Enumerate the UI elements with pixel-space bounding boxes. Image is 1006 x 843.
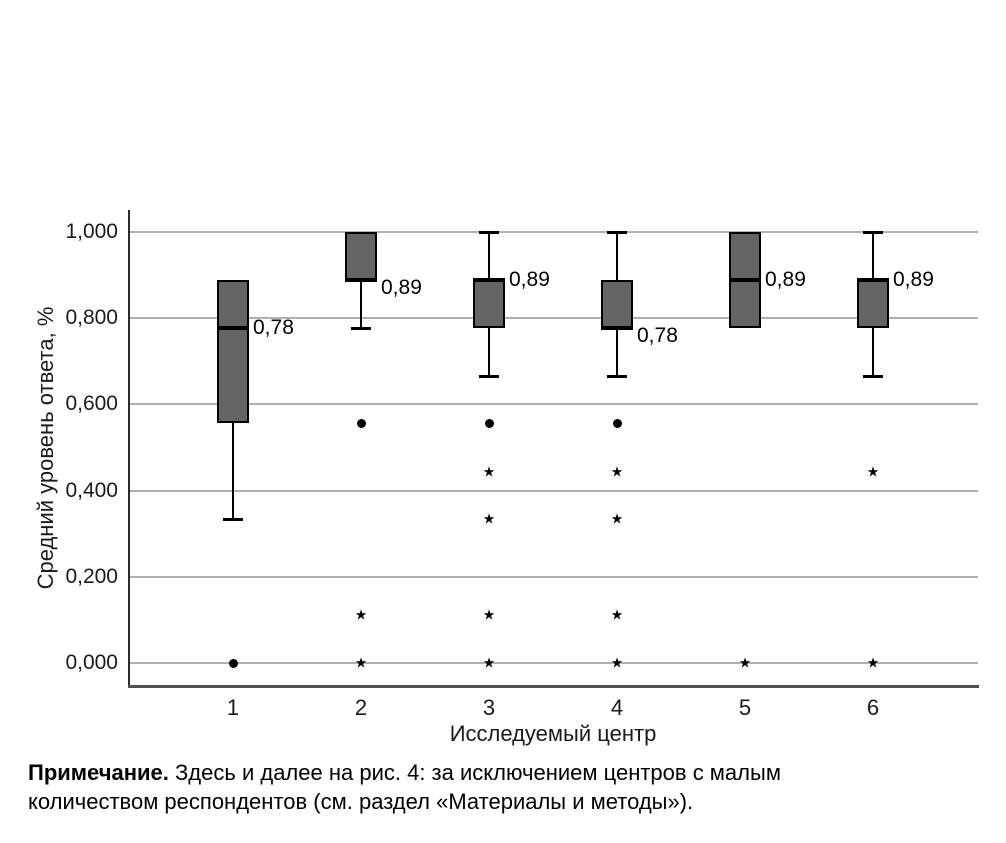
iqr-box: [345, 232, 377, 280]
y-axis-title: Средний уровень ответа, %: [33, 306, 58, 590]
gridline-0,600: [130, 403, 978, 406]
outlier-dot: [228, 658, 238, 668]
y-tick-label: 0,000: [65, 651, 118, 674]
x-tick-label-4: 4: [610, 695, 624, 720]
lower-whisker: [232, 423, 234, 520]
median-line: [601, 325, 633, 330]
median-value-label: 0,89: [381, 275, 422, 299]
x-axis-line: [128, 685, 979, 688]
lower-whisker-cap: [351, 326, 371, 330]
figure-note: Примечание. Здесь и далее на рис. 4: за …: [28, 758, 888, 816]
gridline-0,400: [130, 489, 978, 492]
median-value-label: 0,89: [893, 267, 934, 291]
outlier-star-icon: ★: [866, 654, 880, 671]
outlier-dot: [612, 418, 622, 428]
median-line: [217, 325, 249, 330]
y-tick-label: 0,200: [65, 564, 118, 588]
y-tick-label: 0,800: [65, 306, 118, 330]
lower-whisker-cap: [607, 374, 627, 378]
upper-whisker-cap: [479, 231, 499, 234]
iqr-box: [217, 279, 249, 424]
outlier-star-icon: ★: [610, 511, 624, 528]
note-line1: Здесь и далее на рис. 4: за исключением …: [168, 760, 781, 785]
upper-whisker: [488, 232, 490, 280]
outlier-star-icon: ★: [354, 654, 368, 671]
lower-whisker-cap: [863, 374, 883, 378]
median-line: [473, 277, 505, 282]
y-tick-label: 0,400: [65, 478, 118, 502]
note-label: Примечание.: [28, 760, 169, 785]
gridline-0,200: [130, 575, 978, 578]
lower-whisker: [616, 327, 618, 376]
x-tick-label-5: 5: [738, 695, 752, 720]
lower-whisker-cap: [223, 518, 243, 522]
upper-whisker: [616, 232, 618, 280]
median-line: [857, 277, 889, 282]
x-tick-label-1: 1: [226, 695, 240, 720]
upper-whisker-cap: [607, 231, 627, 234]
x-tick-label-2: 2: [354, 695, 368, 720]
iqr-box: [601, 279, 633, 328]
gridline-0,000: [130, 662, 978, 664]
gridline-1,000: [130, 231, 978, 233]
outlier-star-icon: ★: [610, 463, 624, 480]
iqr-box: [857, 279, 889, 328]
outlier-dot: [484, 418, 494, 428]
y-tick-label: 1,000: [65, 220, 118, 243]
outlier-star-icon: ★: [354, 606, 368, 623]
outlier-star-icon: ★: [482, 511, 496, 528]
lower-whisker: [360, 279, 362, 328]
outlier-star-icon: ★: [610, 654, 624, 671]
median-value-label: 0,89: [765, 267, 806, 291]
x-axis-title: Исследуемый центр: [449, 721, 657, 746]
outlier-star-icon: ★: [482, 463, 496, 480]
lower-whisker: [872, 327, 874, 376]
lower-whisker: [488, 327, 490, 376]
median-value-label: 0,78: [253, 315, 294, 339]
outlier-star-icon: ★: [738, 654, 752, 671]
median-line: [729, 277, 761, 282]
x-tick-label-6: 6: [866, 695, 880, 720]
x-tick-label-3: 3: [482, 695, 496, 720]
outlier-star-icon: ★: [610, 606, 624, 623]
outlier-star-icon: ★: [482, 654, 496, 671]
median-value-label: 0,89: [509, 267, 550, 291]
outlier-star-icon: ★: [866, 463, 880, 480]
iqr-box: [473, 279, 505, 328]
median-value-label: 0,78: [637, 323, 678, 347]
y-axis-line: [128, 210, 130, 687]
upper-whisker: [872, 232, 874, 280]
median-line: [345, 277, 377, 282]
y-tick-label: 0,600: [65, 392, 118, 416]
lower-whisker-cap: [479, 374, 499, 378]
upper-whisker-cap: [863, 231, 883, 234]
outlier-dot: [356, 418, 366, 428]
gridline-0,800: [130, 317, 978, 320]
outlier-star-icon: ★: [482, 606, 496, 623]
note-line2: количеством респондентов (см. раздел «Ма…: [28, 789, 694, 814]
